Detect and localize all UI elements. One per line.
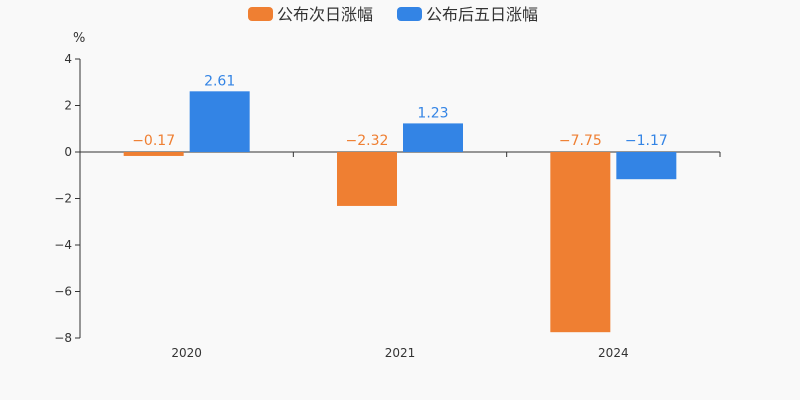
axes: 4 2 0 −2 −4 −6 −8 2020 2021 2024 [54, 52, 721, 360]
data-labels: −0.17 2.61 −2.32 1.23 −7.75 −1.17 [132, 73, 668, 149]
legend-label-1[interactable]: 公布次日涨幅 [277, 5, 373, 24]
y-tick-label: 2 [64, 99, 72, 113]
data-label-series2-2024: −1.17 [625, 133, 668, 149]
legend: 公布次日涨幅 公布后五日涨幅 [248, 5, 538, 24]
bar-series1-2020[interactable] [123, 152, 184, 156]
y-tick-label: −4 [54, 238, 72, 252]
bar-series1-2021[interactable] [337, 152, 397, 206]
legend-label-2[interactable]: 公布后五日涨幅 [426, 5, 538, 24]
bars [123, 91, 677, 333]
y-tick-label: 0 [64, 145, 72, 159]
bar-series2-2024[interactable] [616, 152, 677, 180]
y-tick-label: −2 [54, 192, 72, 206]
data-label-series1-2020: −0.17 [132, 133, 175, 149]
data-label-series2-2021: 1.23 [417, 105, 448, 121]
data-label-series1-2024: −7.75 [559, 133, 602, 149]
x-tick-label: 2024 [598, 346, 629, 360]
x-tick-label: 2020 [171, 346, 202, 360]
legend-swatch-2[interactable] [397, 7, 422, 21]
bar-series2-2021[interactable] [403, 123, 463, 152]
legend-swatch-1[interactable] [248, 7, 273, 21]
data-label-series1-2021: −2.32 [346, 133, 389, 149]
bar-series1-2024[interactable] [550, 152, 611, 333]
y-tick-label: 4 [64, 52, 72, 66]
x-tick-label: 2021 [385, 346, 416, 360]
y-axis-unit: % [73, 31, 85, 46]
data-label-series2-2020: 2.61 [204, 73, 235, 89]
y-tick-label: −6 [54, 285, 72, 299]
bar-series2-2020[interactable] [189, 91, 250, 152]
y-tick-label: −8 [54, 331, 72, 345]
